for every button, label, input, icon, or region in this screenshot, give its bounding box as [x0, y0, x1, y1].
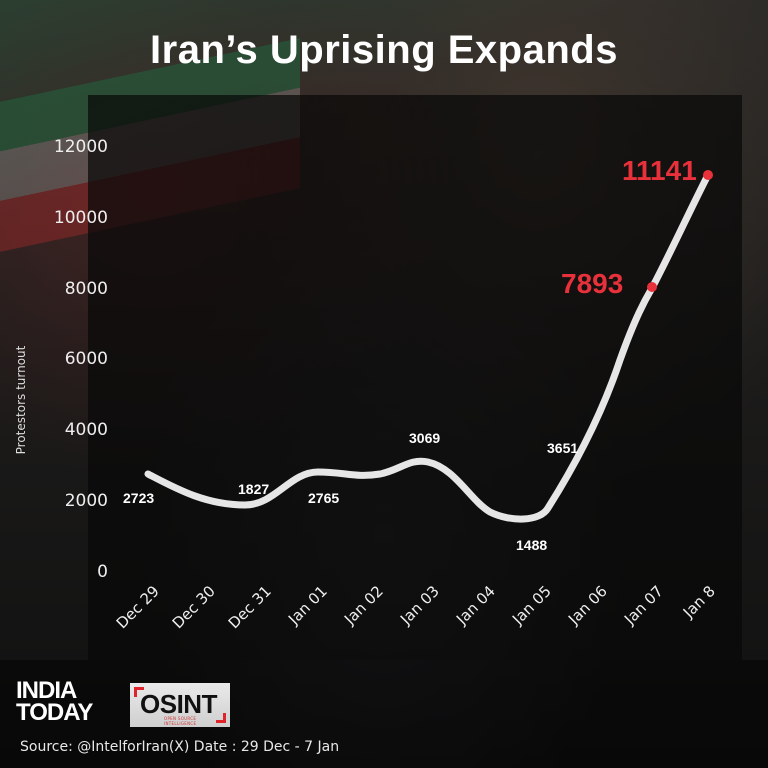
data-label: 1827 [238, 481, 269, 497]
y-axis-ticks: 12000 10000 8000 6000 4000 2000 0 [54, 137, 108, 582]
x-tick: Jan 04 [452, 582, 499, 629]
y-tick: 6000 [65, 349, 108, 369]
x-tick: Jan 8 [679, 582, 719, 622]
data-label: 2765 [308, 490, 339, 506]
data-label: 3651 [547, 440, 578, 456]
y-axis-label: Protestors turnout [14, 345, 28, 454]
footer-shade [0, 660, 768, 768]
bracket-icon [216, 713, 226, 723]
osint-subtitle: OPEN SOURCE INTELLIGENCE [164, 716, 197, 726]
highlight-label: 11141 [622, 155, 697, 186]
series-line [144, 171, 712, 523]
y-tick: 2000 [65, 491, 108, 511]
bracket-icon [134, 687, 144, 697]
osint-wordmark: OSINT [140, 689, 217, 719]
osint-logo: OSINT OPEN SOURCE INTELLIGENCE [130, 683, 230, 727]
source-caption: Source: @IntelforIran(X) Date : 29 Dec -… [20, 739, 340, 755]
x-tick: Dec 30 [169, 582, 219, 632]
logo-line: TODAY [16, 699, 93, 726]
data-label: 2723 [123, 490, 154, 506]
data-label: 1488 [516, 537, 547, 553]
y-tick: 12000 [54, 137, 108, 157]
x-tick: Jan 05 [508, 582, 555, 629]
data-label: 3069 [409, 430, 440, 446]
chart-title: Iran’s Uprising Expands [150, 28, 618, 72]
india-today-logo: INDIA TODAY [16, 677, 93, 726]
x-tick: Jan 06 [564, 582, 611, 629]
x-tick: Jan 01 [284, 582, 331, 629]
highlight-marker [647, 282, 657, 292]
y-tick: 4000 [65, 420, 108, 440]
logo-line: INDIA [16, 677, 77, 704]
y-tick: 10000 [54, 208, 108, 228]
highlight-label: 7893 [561, 268, 623, 299]
y-tick: 0 [97, 562, 108, 582]
x-tick: Dec 31 [225, 582, 275, 632]
y-tick: 8000 [65, 279, 108, 299]
highlight-marker [703, 170, 713, 180]
x-tick: Jan 02 [340, 582, 387, 629]
x-tick: Dec 29 [113, 582, 163, 632]
chart-panel [88, 95, 742, 660]
x-tick: Jan 03 [396, 582, 443, 629]
x-tick: Jan 07 [620, 582, 667, 629]
x-axis-ticks: Dec 29 Dec 30 Dec 31 Jan 01 Jan 02 Jan 0… [113, 582, 719, 632]
